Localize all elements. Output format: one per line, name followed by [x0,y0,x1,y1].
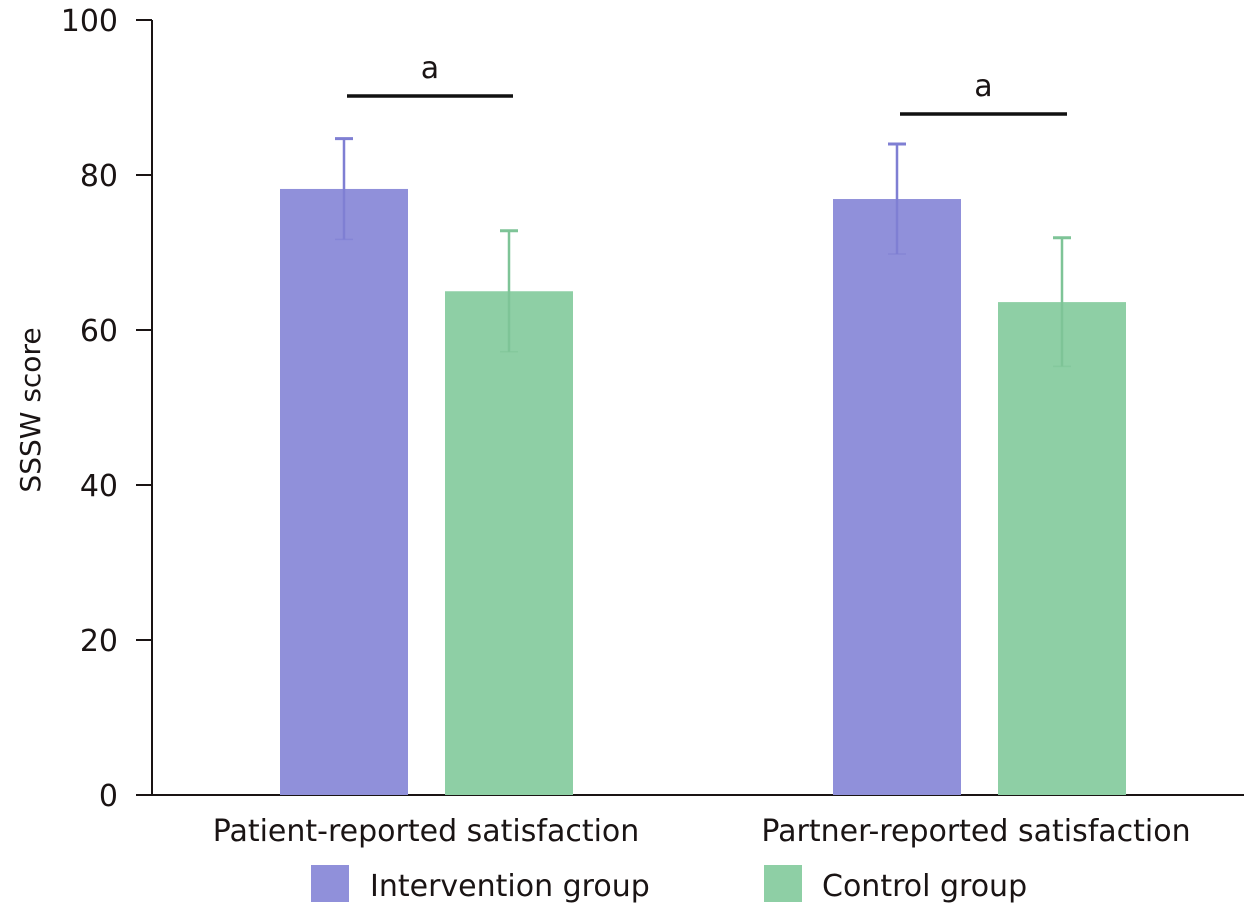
bar [998,302,1126,795]
legend-swatch [311,865,349,902]
bar [833,199,961,795]
x-category-label: Partner-reported satisfaction [761,814,1190,849]
legend-label: Intervention group [370,869,650,904]
significance-annotations: aa [347,51,1067,116]
bars [280,188,1126,795]
y-axis-title: SSSW score [14,327,47,492]
y-tick-label: 0 [99,779,118,814]
y-tick-label: 80 [80,159,118,194]
y-tick-label: 20 [80,624,118,659]
y-tick-label: 40 [80,469,118,504]
legend: Intervention group Control group [311,865,1027,904]
bar [445,291,573,795]
y-tick-label: 100 [61,4,118,39]
legend-swatch [764,865,802,902]
error-bars [335,137,1071,368]
significance-label: a [421,51,439,86]
category-labels: Patient-reported satisfaction Partner-rep… [213,814,1191,849]
legend-label: Control group [822,869,1027,904]
y-tick-label: 60 [80,314,118,349]
x-category-label: Patient-reported satisfaction [213,814,640,849]
significance-label: a [974,69,992,104]
bar [280,188,408,795]
